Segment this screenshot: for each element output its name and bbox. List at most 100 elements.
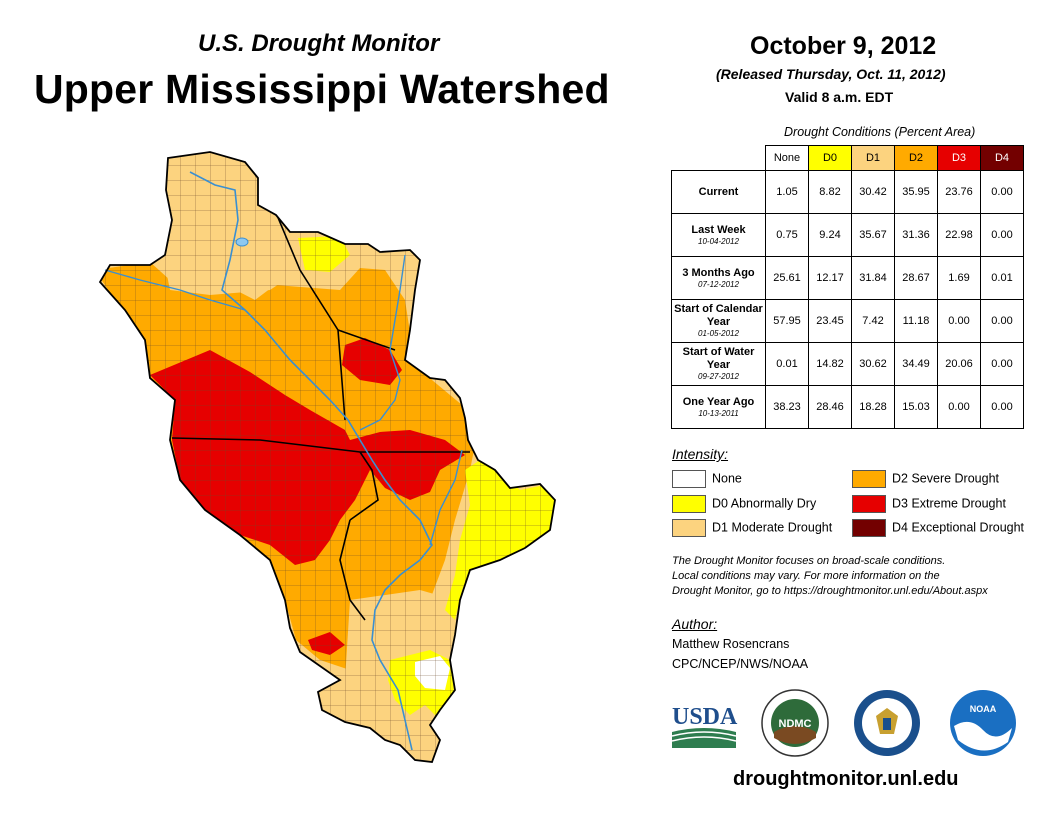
row-date: 10-04-2012 xyxy=(698,236,739,246)
drought-conditions-table: None D0 D1 D2 D3 D4 Current 1.05 8.82 30… xyxy=(671,145,1024,429)
author-name: Matthew Rosencrans xyxy=(672,637,790,651)
legend-label: None xyxy=(712,471,742,486)
row-date: 09-27-2012 xyxy=(698,372,739,381)
table-cell: 7.42 xyxy=(851,299,895,343)
legend-label: D0 Abnormally Dry xyxy=(712,496,817,511)
table-row: Last Week 10-04-2012 0.75 9.24 35.67 31.3… xyxy=(671,213,1024,257)
table-cell: 0.01 xyxy=(980,256,1024,300)
row-label-text: 3 Months Ago xyxy=(682,266,755,279)
table-cell: 0.00 xyxy=(980,213,1024,257)
legend-heading: Intensity: xyxy=(672,446,729,462)
footer-url-link[interactable]: droughtmonitor.unl.edu xyxy=(733,768,959,790)
col-header-none: None xyxy=(765,145,809,171)
legend-swatch xyxy=(672,519,706,537)
note-line: Local conditions may vary. For more info… xyxy=(672,570,940,582)
table-cell: 0.00 xyxy=(937,299,981,343)
release-date: (Released Thursday, Oct. 11, 2012) xyxy=(716,66,946,82)
noaa-logo-text: NOAA xyxy=(970,704,997,714)
col-header-d0: D0 xyxy=(808,145,852,171)
usda-logo: USDA xyxy=(671,704,738,748)
valid-time: Valid 8 a.m. EDT xyxy=(785,89,894,105)
drought-map xyxy=(98,151,556,763)
watershed-outline xyxy=(98,151,556,763)
map-title: Upper Mississippi Watershed xyxy=(34,66,610,112)
table-cell: 0.00 xyxy=(980,385,1024,429)
table-cell: 15.03 xyxy=(894,385,938,429)
row-label-3-months-ago: 3 Months Ago 07-12-2012 xyxy=(671,256,766,300)
legend-item-d2: D2 Severe Drought xyxy=(852,470,999,488)
note-line-with-link[interactable]: Drought Monitor, go to https://droughtmo… xyxy=(672,585,988,597)
row-label-start-water-year: Start of Water Year 09-27-2012 xyxy=(671,342,766,386)
row-date: 10-13-2011 xyxy=(698,408,739,418)
table-cell: 12.17 xyxy=(808,256,852,300)
table-cell: 28.67 xyxy=(894,256,938,300)
mississippi-river xyxy=(189,171,433,751)
table-cell: 31.84 xyxy=(851,256,895,300)
author-org: CPC/NCEP/NWS/NOAA xyxy=(672,657,809,671)
table-cell: 28.46 xyxy=(808,385,852,429)
table-cell: 0.01 xyxy=(765,342,809,386)
table-cell: 0.00 xyxy=(980,342,1024,386)
map-subtitle: U.S. Drought Monitor xyxy=(198,30,440,57)
table-caption: Drought Conditions (Percent Area) xyxy=(784,125,976,139)
legend-label: D2 Severe Drought xyxy=(892,471,1000,486)
row-label-text: Last Week xyxy=(691,223,746,236)
county-lines xyxy=(100,152,555,762)
table-cell: 1.69 xyxy=(937,256,981,300)
table-cell: 30.62 xyxy=(851,342,895,386)
row-label-text: Current xyxy=(698,185,739,198)
table-row: Start of Water Year 09-27-2012 0.01 14.82… xyxy=(671,342,1024,386)
table-cell: 8.82 xyxy=(808,170,852,214)
table-cell: 23.76 xyxy=(937,170,981,214)
table-header-row: None D0 D1 D2 D3 D4 xyxy=(672,145,1024,171)
legend-item-none: None xyxy=(672,470,742,488)
table-cell: 0.00 xyxy=(980,170,1024,214)
note-line: The Drought Monitor focuses on broad-sca… xyxy=(672,555,946,567)
legend-label: D3 Extreme Drought xyxy=(892,496,1006,511)
col-header-d4: D4 xyxy=(980,145,1024,171)
table-cell: 23.45 xyxy=(808,299,852,343)
wisconsin-river xyxy=(359,254,406,431)
row-label-one-year-ago: One Year Ago 10-13-2011 xyxy=(671,385,766,429)
legend-item-d1: D1 Moderate Drought xyxy=(672,519,832,537)
table-cell: 14.82 xyxy=(808,342,852,386)
col-header-d1: D1 xyxy=(851,145,895,171)
table-cell: 34.49 xyxy=(894,342,938,386)
row-date: 01-05-2012 xyxy=(698,329,739,338)
legend-label: D4 Exceptional Drought xyxy=(892,520,1025,535)
table-cell: 11.18 xyxy=(894,299,938,343)
table-cell: 35.67 xyxy=(851,213,895,257)
table-row: One Year Ago 10-13-2011 38.23 28.46 18.28… xyxy=(671,385,1024,429)
usda-logo-text: USDA xyxy=(672,704,738,730)
table-cell: 0.00 xyxy=(937,385,981,429)
table-cell: 0.00 xyxy=(980,299,1024,343)
row-label-text: Start of Calendar Year xyxy=(674,303,763,328)
legend-item-d4: D4 Exceptional Drought xyxy=(852,519,1024,537)
table-cell: 1.05 xyxy=(765,170,809,214)
ndmc-logo-text: NDMC xyxy=(779,718,812,730)
state-borders xyxy=(171,169,470,621)
commerce-seal-icon xyxy=(854,690,920,756)
illinois-river xyxy=(429,449,463,546)
table-row: Current 1.05 8.82 30.42 35.95 23.76 0.00 xyxy=(671,170,1024,214)
legend-item-d3: D3 Extreme Drought xyxy=(852,495,1006,513)
table-cell: 25.61 xyxy=(765,256,809,300)
lake-icon xyxy=(235,237,249,247)
legend-item-d0: D0 Abnormally Dry xyxy=(672,495,816,513)
legend-label: D1 Moderate Drought xyxy=(712,520,833,535)
table-row: 3 Months Ago 07-12-2012 25.61 12.17 31.84… xyxy=(671,256,1024,300)
row-label-text: Start of Water Year xyxy=(682,346,755,371)
row-label-start-calendar-year: Start of Calendar Year 01-05-2012 xyxy=(671,299,766,343)
legend-swatch xyxy=(852,470,886,488)
row-date: 07-12-2012 xyxy=(698,279,739,289)
valid-date: October 9, 2012 xyxy=(750,32,937,60)
table-cell: 57.95 xyxy=(765,299,809,343)
table-cell: 30.42 xyxy=(851,170,895,214)
row-label-text: One Year Ago xyxy=(682,395,755,408)
table-cell: 20.06 xyxy=(937,342,981,386)
row-label-last-week: Last Week 10-04-2012 xyxy=(671,213,766,257)
noaa-logo: NOAA xyxy=(950,690,1016,756)
table-cell: 38.23 xyxy=(765,385,809,429)
minnesota-river xyxy=(104,269,246,311)
table-cell: 0.75 xyxy=(765,213,809,257)
